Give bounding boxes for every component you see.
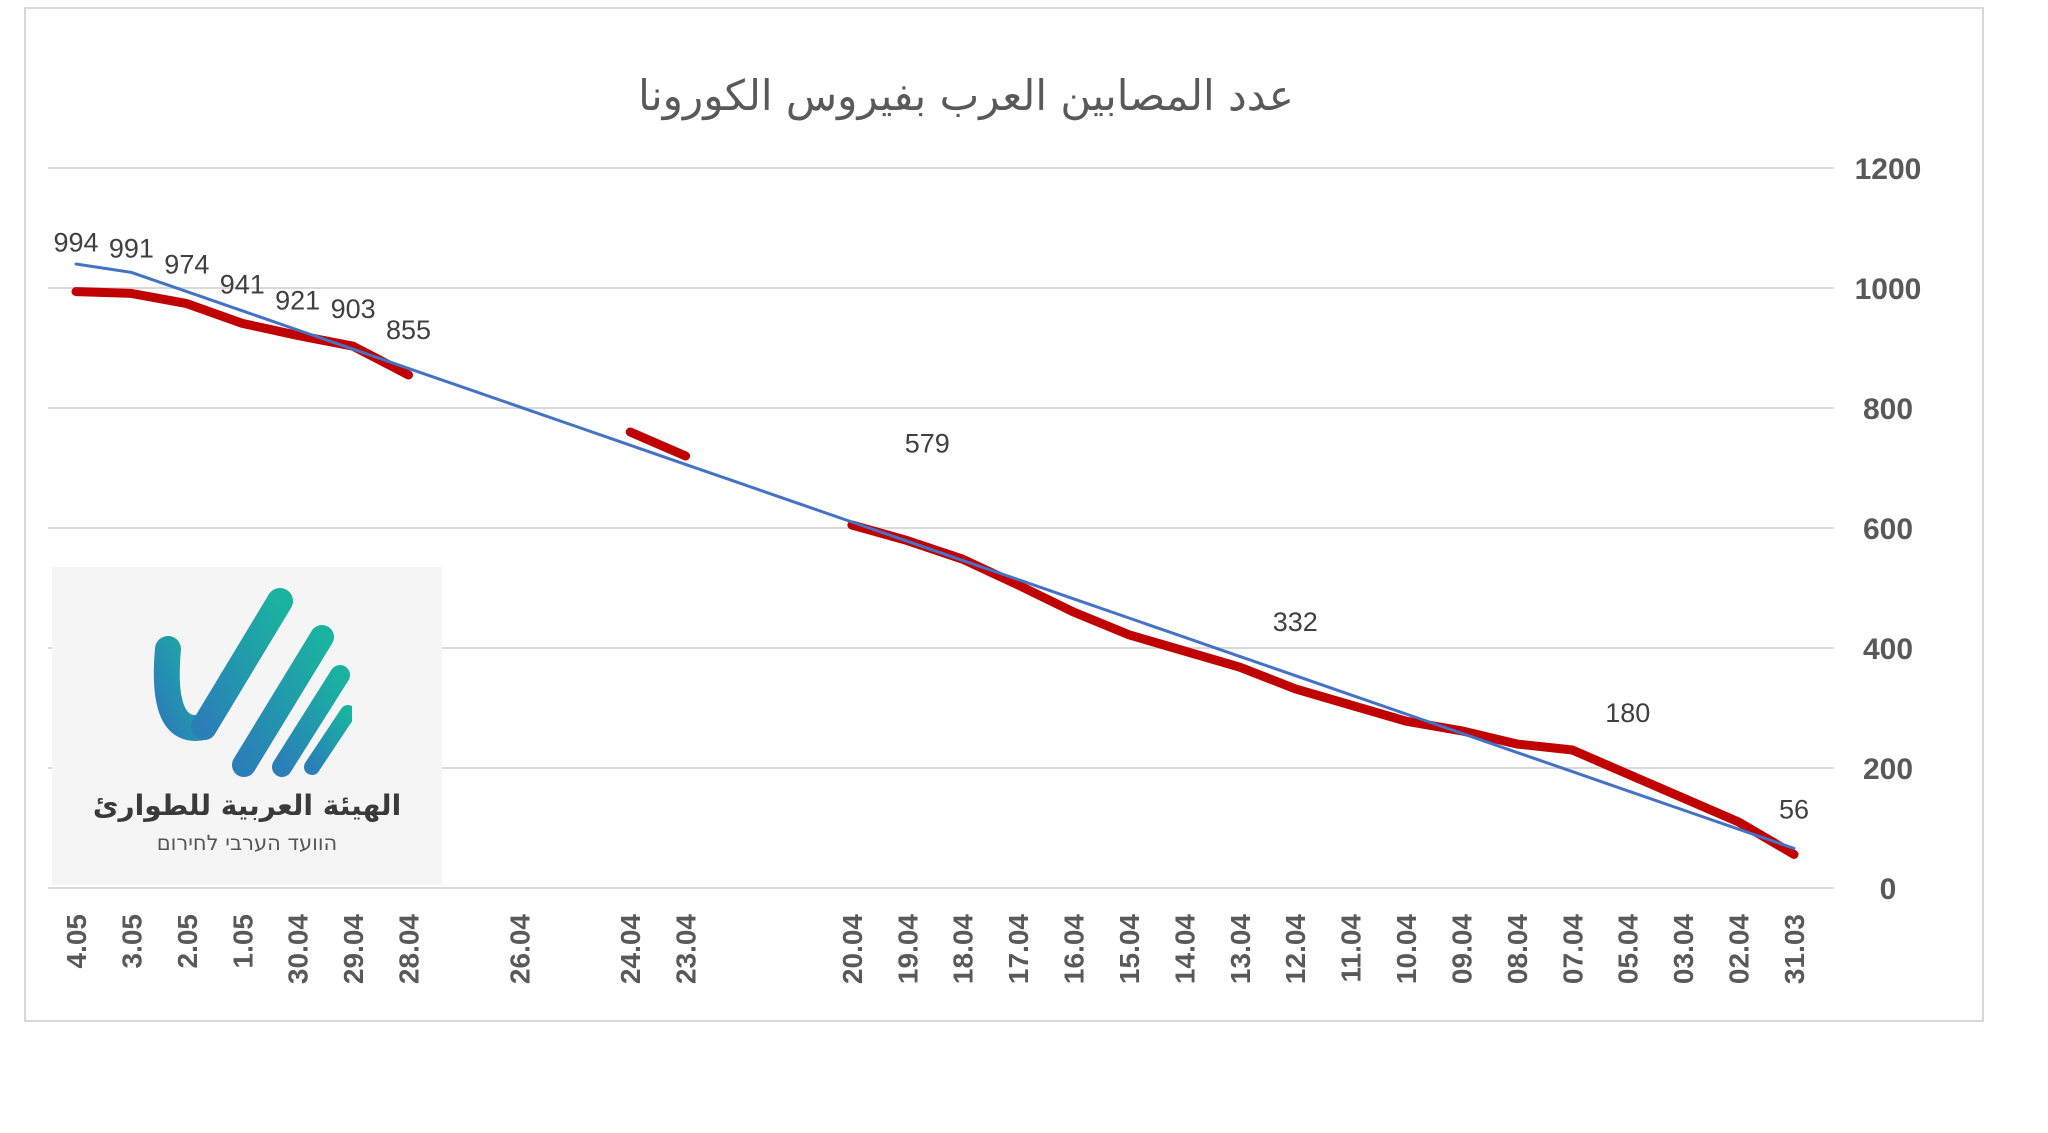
y-tick-label: 400 <box>1863 633 1913 666</box>
x-tick-label: 24.04 <box>615 914 646 984</box>
y-tick-label: 800 <box>1863 393 1913 426</box>
y-tick-label: 1200 <box>1855 153 1922 186</box>
x-tick-label: 4.05 <box>61 914 92 969</box>
series-line-cases <box>71 287 413 380</box>
x-axis-ticks: 31.03 02.04 03.04 05.04 07.04 08.04 09.04 10.04… <box>61 914 1810 984</box>
x-tick-label: 10.04 <box>1391 914 1422 984</box>
data-label: 921 <box>275 285 320 315</box>
y-tick-label: 600 <box>1863 513 1913 546</box>
x-tick-label: 16.04 <box>1059 914 1090 984</box>
x-tick-label: 11.04 <box>1336 914 1367 983</box>
series-line-cases <box>625 427 691 461</box>
x-tick-label: 20.04 <box>837 914 868 984</box>
x-tick-label: 18.04 <box>948 914 979 984</box>
x-tick-label: 13.04 <box>1225 914 1256 984</box>
x-tick-label: 1.05 <box>227 914 258 969</box>
data-label: 903 <box>331 294 376 324</box>
logo-mark-icon <box>153 588 352 777</box>
x-tick-label: 14.04 <box>1169 914 1200 984</box>
logo: الهيئة العربية للطوارئ הוועד הערבי לחירו… <box>52 567 442 885</box>
x-tick-label: 15.04 <box>1114 914 1145 984</box>
data-label: 974 <box>164 250 209 280</box>
x-tick-label: 2.05 <box>172 914 203 969</box>
y-tick-label: 200 <box>1863 753 1913 786</box>
chart-frame: عدد المصابين العرب بفيروس الكورونا 0 200 4… <box>24 7 1984 1022</box>
x-tick-label: 09.04 <box>1446 914 1477 984</box>
x-tick-label: 3.05 <box>116 914 147 969</box>
x-tick-label: 29.04 <box>338 914 369 984</box>
data-labels: 56 180 332 579 855 903 921 941 974 991 994 <box>53 228 1809 825</box>
x-tick-label: 03.04 <box>1668 914 1699 984</box>
data-label: 332 <box>1273 607 1318 637</box>
logo-subtitle: הוועד הערבי לחירום <box>156 831 338 855</box>
series-lines <box>71 262 1799 859</box>
logo-name: الهيئة العربية للطوارئ <box>92 789 402 822</box>
x-tick-label: 28.04 <box>394 914 425 984</box>
data-label: 991 <box>109 233 154 263</box>
x-tick-label: 23.04 <box>671 914 702 984</box>
x-tick-label: 07.04 <box>1557 914 1588 984</box>
chart-title: عدد المصابين العرب بفيروس الكورونا <box>638 71 1294 120</box>
x-tick-label: 31.03 <box>1779 914 1810 984</box>
x-tick-label: 08.04 <box>1502 914 1533 984</box>
x-tick-label: 19.04 <box>892 914 923 984</box>
data-label: 941 <box>220 269 265 299</box>
x-tick-label: 26.04 <box>504 914 535 984</box>
x-tick-label: 02.04 <box>1724 914 1755 984</box>
y-tick-label: 1000 <box>1855 273 1922 306</box>
data-label: 180 <box>1605 698 1650 728</box>
data-label: 56 <box>1779 794 1809 824</box>
y-tick-label: 0 <box>1880 873 1897 906</box>
x-tick-label: 12.04 <box>1280 914 1311 984</box>
y-axis-ticks: 0 200 400 600 800 1000 1200 <box>1855 153 1922 906</box>
series-line-trend <box>74 262 1796 850</box>
series-line-cases <box>847 520 1799 859</box>
data-label: 994 <box>53 228 98 258</box>
data-label: 579 <box>905 429 950 459</box>
x-tick-label: 05.04 <box>1613 914 1644 984</box>
data-label: 855 <box>386 315 431 345</box>
x-tick-label: 17.04 <box>1003 914 1034 984</box>
x-tick-label: 30.04 <box>283 914 314 984</box>
